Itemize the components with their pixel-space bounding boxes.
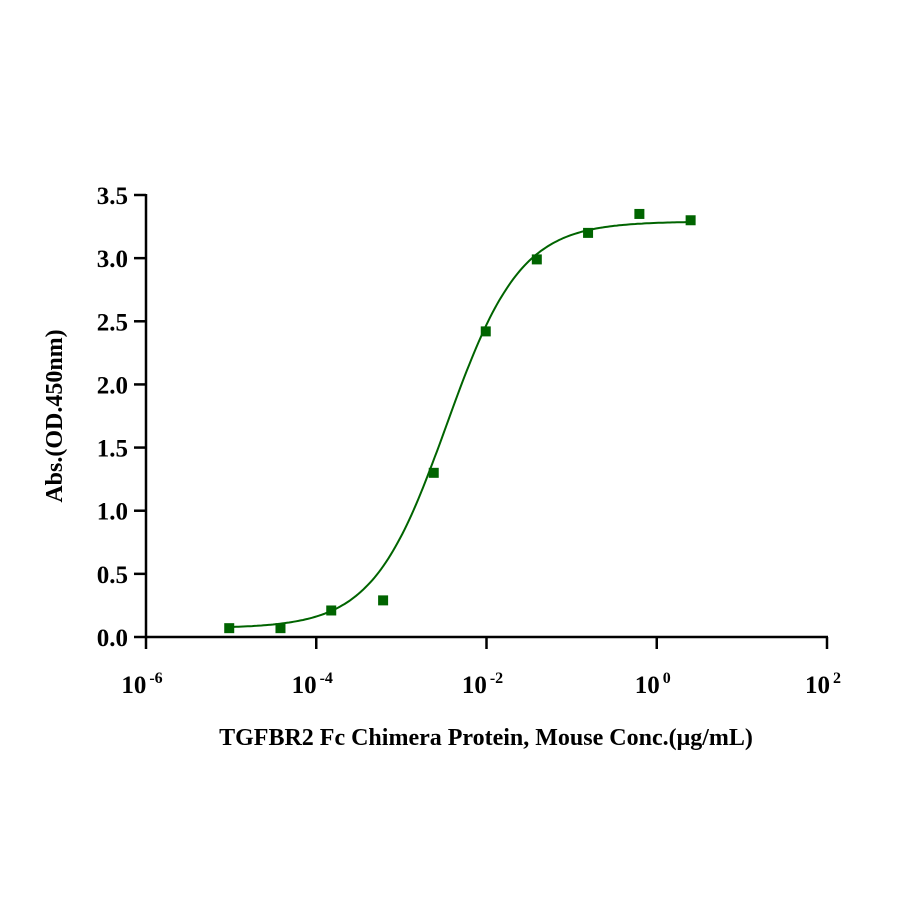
x-tick-label: 10 -6 — [121, 670, 162, 699]
x-tick-label: 10 -4 — [292, 670, 333, 699]
data-point — [583, 227, 594, 238]
y-tick-label: 3.0 — [97, 246, 128, 273]
data-points — [224, 208, 696, 634]
x-tick-label: 10 0 — [635, 670, 671, 699]
y-tick-label: 3.5 — [97, 183, 128, 210]
data-point — [634, 208, 645, 219]
x-axis-title: TGFBR2 Fc Chimera Protein, Mouse Conc.(μ… — [219, 725, 753, 751]
data-point — [326, 605, 337, 616]
y-tick-label: 0.5 — [97, 562, 128, 589]
axes: 10 -6 10 -4 10 -2 10 0 10 2 0.0 0.5 1.0 1.5 2.0 2.5 3.0 3… — [97, 183, 841, 699]
data-point — [224, 623, 235, 634]
data-point — [275, 623, 286, 634]
fit-curve — [229, 221, 691, 628]
y-axis-title: Abs.(OD.450nm) — [42, 329, 68, 502]
data-point — [378, 595, 389, 606]
y-tick-label: 1.0 — [97, 499, 128, 526]
x-tick-label: 10 2 — [805, 670, 841, 699]
data-point — [428, 467, 439, 478]
x-tick-label: 10 -2 — [462, 670, 503, 699]
y-tick-label: 2.5 — [97, 309, 128, 336]
data-point — [480, 326, 491, 337]
data-point — [531, 254, 542, 265]
y-tick-label: 2.0 — [97, 372, 128, 399]
data-point — [685, 215, 696, 226]
y-tick-label: 0.0 — [97, 625, 128, 652]
y-tick-label: 1.5 — [97, 436, 128, 463]
